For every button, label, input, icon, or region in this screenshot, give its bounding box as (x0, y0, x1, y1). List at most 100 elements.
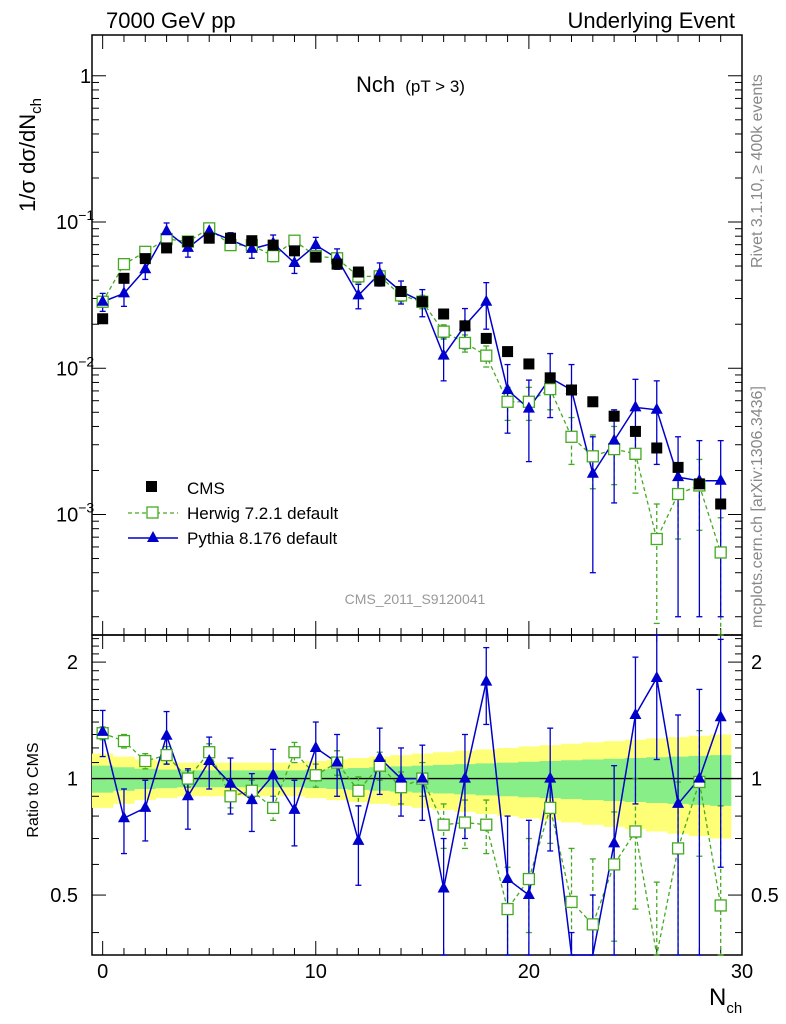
pythia-point (245, 241, 258, 253)
pythia-point (203, 224, 216, 236)
legend-cms-label: CMS (187, 479, 225, 498)
pythia-ratio-point (245, 793, 258, 805)
cms-point (544, 372, 556, 384)
cms-point (523, 358, 535, 370)
herwig-point (437, 325, 450, 338)
cms-point (480, 332, 492, 344)
cms-point (182, 236, 194, 248)
legend-pythia-marker (147, 531, 159, 542)
herwig-ratio-point (480, 818, 493, 831)
herwig-point (629, 447, 642, 460)
herwig-ratio-point (629, 825, 642, 838)
pythia-ratio-point (203, 754, 216, 766)
pythia-ratio-point (331, 755, 344, 767)
pythia-point (309, 238, 322, 250)
herwig-ratio-point (458, 816, 472, 829)
x-tick-label: 10 (305, 961, 327, 983)
herwig-ratio-point (501, 902, 514, 916)
pythia-ratio-point (96, 724, 109, 736)
pythia-ratio-point (544, 771, 557, 783)
cms-point (416, 296, 428, 308)
pythia-ratio-point (224, 776, 237, 788)
pythia-ratio-point (139, 800, 152, 812)
herwig-ratio-point (607, 858, 621, 871)
herwig-point (565, 430, 578, 443)
y-tick-label-main: 10−3 (56, 500, 94, 527)
herwig-ratio-point (522, 872, 536, 886)
herwig-ratio-point (565, 895, 578, 909)
herwig-point (714, 546, 727, 559)
plot-title: Nch (pT > 3) (356, 72, 465, 97)
pythia-point (480, 294, 493, 306)
pythia-ratio-point (714, 710, 727, 722)
cms-point (331, 258, 343, 270)
pythia-ratio-point (309, 740, 322, 752)
cms-point (715, 498, 727, 510)
herwig-point (671, 487, 685, 501)
herwig-ratio-point (160, 748, 173, 762)
herwig-point (501, 395, 514, 408)
herwig-ratio-point (544, 801, 557, 815)
cms-point (629, 425, 641, 437)
cms-point (566, 384, 578, 396)
y-tick-label-ratio: 2 (67, 652, 78, 674)
cms-point (502, 346, 514, 358)
pythia-point (629, 400, 642, 412)
cms-point (118, 272, 130, 284)
pythia-point (373, 266, 386, 278)
pythia-line (102, 230, 721, 482)
pythia-point (288, 255, 301, 267)
pythia-ratio-point (480, 674, 493, 686)
data-marks (96, 222, 727, 956)
header-left: 7000 GeV pp (106, 8, 236, 33)
herwig-ratio-point (117, 734, 131, 748)
legend-herwig-label: Herwig 7.2.1 default (187, 504, 338, 523)
pythia-ratio-line (101, 675, 722, 956)
y-tick-exponent: −1 (78, 207, 94, 223)
pythia-ratio-point (608, 836, 621, 848)
pythia-ratio-point (117, 811, 130, 823)
herwig-point (650, 532, 663, 546)
herwig-point (607, 442, 621, 456)
pythia-point (522, 401, 535, 413)
herwig-ratio-point (288, 746, 301, 759)
pythia-ratio-point (629, 707, 642, 719)
cms-point (352, 266, 364, 278)
pythia-ratio-point (373, 751, 386, 763)
y-tick-label-main: 1 (80, 66, 91, 88)
cms-point (693, 478, 705, 490)
analysis-id: CMS_2011_S9120041 (345, 591, 486, 607)
herwig-ratio-point (224, 790, 237, 803)
pythia-point (117, 286, 130, 298)
pythia-ratio-point (672, 796, 685, 808)
y-tick-label-ratio-right: 0.5 (751, 885, 779, 907)
herwig-ratio-point (139, 754, 152, 768)
pythia-ratio-point (522, 888, 535, 900)
ratio-y-label: Ratio to CMS (25, 742, 42, 837)
cms-point (459, 320, 471, 332)
y-tick-label-main: 10−1 (56, 207, 94, 234)
herwig-ratio-point (181, 772, 195, 785)
ratio-band-layer (92, 734, 742, 839)
pythia-point (352, 288, 365, 300)
pythia-ratio-point (693, 771, 706, 783)
plot-title-cut: (pT > 3) (405, 77, 465, 96)
pythia-point (160, 224, 173, 236)
pythia-ratio-point (416, 771, 429, 783)
pythia-point (650, 402, 663, 414)
pythia-point (96, 294, 109, 306)
y-tick-label-ratio-right: 1 (751, 769, 762, 791)
herwig-point (458, 336, 472, 350)
pythia-point (501, 383, 514, 395)
rivet-version-text: Rivet 3.1.10, ≥ 400k events (749, 74, 766, 268)
cms-point (267, 239, 279, 251)
plot-title-main: Nch (356, 72, 395, 97)
cms-point (608, 410, 620, 422)
x-tick-label: 30 (731, 961, 753, 983)
cms-point (374, 275, 386, 287)
pythia-ratio-point (160, 728, 173, 740)
herwig-ratio-point (586, 918, 599, 931)
cms-point (438, 308, 450, 320)
pythia-ratio-point (458, 771, 471, 783)
